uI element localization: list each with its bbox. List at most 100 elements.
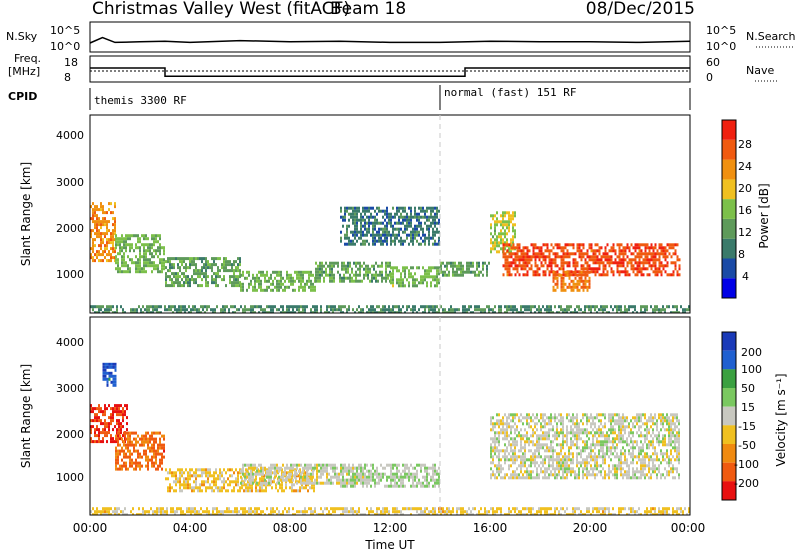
vel-cells-cell bbox=[582, 470, 584, 474]
power-colorbar-swatch bbox=[722, 159, 736, 180]
power-cells-cell bbox=[386, 230, 388, 234]
power-cells-cell bbox=[264, 276, 266, 280]
vel-cells-cell bbox=[203, 483, 205, 487]
power-cells-cell bbox=[500, 308, 502, 312]
power-cells-cell bbox=[424, 212, 426, 216]
power-cells-cell bbox=[524, 267, 527, 271]
vel-cells-cell bbox=[558, 458, 560, 462]
power-cells-cell bbox=[114, 311, 116, 313]
vel-cells-cell bbox=[223, 486, 225, 490]
power-cells-cell bbox=[121, 249, 123, 253]
vel-cells-cell bbox=[334, 466, 336, 470]
vel-cells-cell bbox=[274, 469, 276, 473]
vel-cells-cell bbox=[502, 425, 504, 429]
vel-cells-cell bbox=[414, 466, 416, 470]
vel-cells-cell bbox=[544, 437, 546, 441]
vel-cells-cell bbox=[520, 428, 522, 432]
power-cells-cell bbox=[390, 242, 392, 246]
vel-cells-cell bbox=[90, 437, 92, 441]
power-cells-cell bbox=[157, 240, 159, 244]
vel-cells-cell bbox=[118, 413, 120, 417]
vel-cells-cell bbox=[278, 481, 280, 485]
power-cells-cell bbox=[167, 260, 169, 264]
vel-cells-cell bbox=[524, 416, 526, 420]
power-cells-cell bbox=[424, 239, 426, 243]
vel-cells-cell bbox=[536, 446, 538, 450]
power-cells-cell bbox=[139, 258, 141, 262]
vel-cells-cell bbox=[532, 413, 534, 417]
vel-cells-cell bbox=[586, 467, 588, 471]
power-cells-cell bbox=[444, 273, 446, 277]
power-cells-cell bbox=[674, 264, 677, 268]
vel-cells-cell bbox=[211, 480, 213, 484]
power-cells-cell bbox=[388, 221, 390, 225]
vel-cells-cell bbox=[554, 416, 556, 420]
power-cells-cell bbox=[520, 264, 523, 268]
vel-cells-cell bbox=[570, 443, 572, 447]
vel-cells-cell bbox=[386, 484, 388, 488]
power-cells-cell bbox=[408, 221, 410, 225]
vel-cells-cell bbox=[396, 466, 398, 470]
vel-cells-cell bbox=[566, 470, 568, 474]
power-cells-cell bbox=[440, 270, 442, 274]
power-cells-cell bbox=[528, 267, 531, 271]
vel-cells-cell bbox=[145, 434, 147, 438]
power-cells-cell bbox=[298, 273, 300, 277]
power-cells-cell bbox=[195, 272, 197, 276]
power-cells-cell bbox=[100, 220, 102, 224]
vel-cells-cell bbox=[538, 452, 540, 456]
power-cells-cell bbox=[542, 255, 545, 259]
vel-cells-cell bbox=[195, 468, 197, 472]
power-cells-cell bbox=[420, 275, 422, 279]
power-cells-cell bbox=[173, 284, 175, 288]
power-cells-cell bbox=[274, 276, 276, 280]
power-cells-cell bbox=[159, 252, 161, 256]
power-cells-cell bbox=[242, 270, 244, 274]
vel-cells-cell bbox=[209, 468, 211, 472]
vel-cells-cell bbox=[209, 474, 211, 478]
vel-cells-cell bbox=[546, 476, 548, 480]
power-cells-cell bbox=[440, 267, 442, 271]
power-cells-cell bbox=[648, 261, 651, 265]
power-cells-cell bbox=[374, 311, 376, 313]
power-cells-cell bbox=[117, 237, 119, 241]
power-cells-cell bbox=[187, 281, 189, 285]
power-cells-cell bbox=[582, 255, 585, 259]
power-cells-cell bbox=[372, 308, 374, 312]
power-cells-cell bbox=[674, 267, 677, 271]
power-cells-cell bbox=[359, 270, 361, 274]
power-cells-cell bbox=[344, 242, 346, 246]
power-cells-cell bbox=[608, 261, 611, 265]
vel-cells-cell bbox=[92, 410, 94, 414]
vel-cells-cell bbox=[576, 422, 578, 426]
power-cells-cell bbox=[410, 230, 412, 234]
power-cells-cell bbox=[374, 233, 376, 237]
power-cells-cell bbox=[596, 258, 599, 262]
vel-cells-cell bbox=[179, 477, 181, 481]
vel-cells-cell bbox=[386, 478, 388, 482]
vel-cells-cell bbox=[390, 469, 392, 473]
power-cells-cell bbox=[274, 305, 276, 309]
vel-cells-cell bbox=[346, 469, 348, 473]
power-cells-cell bbox=[282, 282, 284, 286]
vel-cells-cell bbox=[151, 434, 153, 438]
vel-cells-cell bbox=[102, 431, 104, 435]
vel-cells-cell bbox=[177, 477, 179, 481]
vel-cells-cell bbox=[273, 480, 275, 484]
vel-cells-cell bbox=[169, 468, 171, 472]
vel-cells-cell bbox=[274, 463, 276, 467]
power-cells-cell bbox=[152, 311, 154, 313]
power-cells-cell bbox=[378, 236, 380, 240]
vel-cells-cell bbox=[530, 434, 532, 438]
power-cells-cell bbox=[592, 255, 595, 259]
vel-cells-cell bbox=[203, 468, 205, 472]
power-cells-cell bbox=[369, 279, 371, 283]
power-cells-cell bbox=[412, 242, 414, 246]
power-cells-cell bbox=[426, 275, 428, 279]
power-cells-cell bbox=[456, 308, 458, 312]
power-cells-cell bbox=[562, 252, 565, 256]
power-cells-cell bbox=[354, 242, 356, 246]
power-cells-cell bbox=[326, 311, 328, 313]
power-cells-cell bbox=[244, 276, 246, 280]
power-cells-cell bbox=[398, 284, 400, 288]
